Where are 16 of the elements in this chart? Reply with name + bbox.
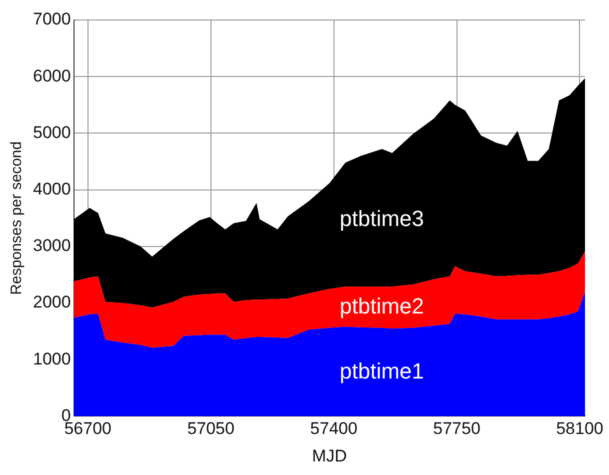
x-tick-label: 57400 — [310, 419, 358, 438]
y-tick-label: 6000 — [32, 66, 71, 86]
series-label: ptbtime2 — [340, 294, 424, 319]
x-tick-label: 57750 — [433, 419, 480, 438]
y-tick-label: 4000 — [32, 179, 71, 198]
series-label: ptbtime1 — [340, 358, 424, 384]
y-tick-label: 2000 — [32, 292, 71, 312]
x-axis-title: MJD — [312, 446, 347, 466]
y-tick-label: 7000 — [32, 10, 71, 29]
y-tick-label: 3000 — [32, 236, 71, 256]
x-tick-label: 57050 — [187, 419, 234, 438]
y-tick-label: 1000 — [32, 349, 71, 368]
y-tick-label: 5000 — [32, 122, 71, 142]
x-tick-label: 58100 — [556, 419, 604, 438]
series-label: ptbtime3 — [340, 206, 424, 231]
y-axis-title: Responses per second — [8, 141, 26, 295]
